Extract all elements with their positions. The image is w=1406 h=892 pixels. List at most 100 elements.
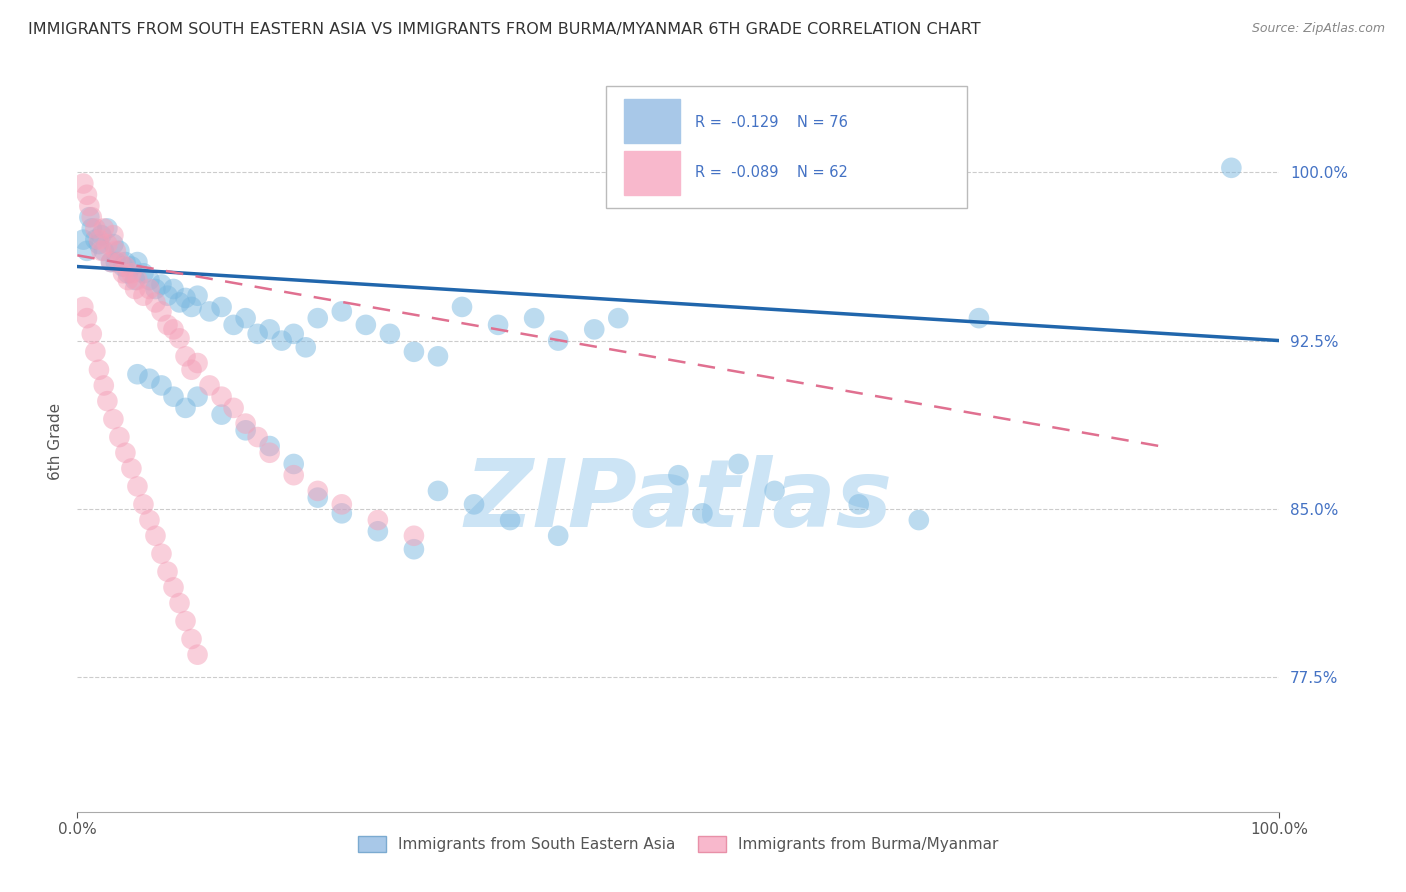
Point xyxy=(156,289,179,303)
Point xyxy=(174,349,197,363)
Point xyxy=(127,255,149,269)
Point xyxy=(162,390,184,404)
Point xyxy=(198,304,221,318)
Point xyxy=(222,318,245,332)
Point xyxy=(186,289,209,303)
Point xyxy=(307,483,329,498)
Point xyxy=(174,291,197,305)
Point xyxy=(93,221,115,235)
Point xyxy=(103,412,125,426)
Point xyxy=(145,529,167,543)
Point xyxy=(180,300,202,314)
Point xyxy=(222,401,245,415)
Point xyxy=(90,228,112,243)
Point xyxy=(451,300,474,314)
Point xyxy=(138,513,160,527)
Point xyxy=(259,439,281,453)
Point xyxy=(93,244,115,258)
Point xyxy=(486,318,509,332)
FancyBboxPatch shape xyxy=(624,151,679,194)
Point xyxy=(307,491,329,505)
Point xyxy=(138,282,160,296)
Point xyxy=(150,547,173,561)
Point xyxy=(235,417,257,431)
Point xyxy=(174,614,197,628)
Point xyxy=(848,497,870,511)
Point xyxy=(103,228,125,243)
Text: IMMIGRANTS FROM SOUTH EASTERN ASIA VS IMMIGRANTS FROM BURMA/MYANMAR 6TH GRADE CO: IMMIGRANTS FROM SOUTH EASTERN ASIA VS IM… xyxy=(28,22,981,37)
Point xyxy=(162,282,184,296)
Point xyxy=(117,266,139,280)
Point xyxy=(145,282,167,296)
Point xyxy=(692,506,714,520)
Point xyxy=(967,311,990,326)
Point xyxy=(908,513,931,527)
Point xyxy=(727,457,749,471)
Point xyxy=(499,513,522,527)
Point xyxy=(84,344,107,359)
Point xyxy=(120,266,142,280)
Point xyxy=(156,318,179,332)
Point xyxy=(100,255,122,269)
Point xyxy=(80,221,103,235)
Point xyxy=(150,304,173,318)
Point xyxy=(607,311,630,326)
Point xyxy=(156,565,179,579)
Point xyxy=(114,446,136,460)
Point xyxy=(100,255,122,269)
Point xyxy=(259,446,281,460)
Point xyxy=(96,221,118,235)
Point xyxy=(427,483,450,498)
Point xyxy=(547,334,569,348)
Point xyxy=(104,244,127,258)
Point xyxy=(127,479,149,493)
Point xyxy=(169,295,191,310)
Point xyxy=(367,524,389,539)
Point xyxy=(132,266,155,280)
Point xyxy=(354,318,377,332)
Legend: Immigrants from South Eastern Asia, Immigrants from Burma/Myanmar: Immigrants from South Eastern Asia, Immi… xyxy=(350,829,1007,860)
Point xyxy=(120,260,142,274)
Point xyxy=(270,334,292,348)
Point xyxy=(96,394,118,409)
Text: R =  -0.129    N = 76: R = -0.129 N = 76 xyxy=(695,114,848,129)
Point xyxy=(427,349,450,363)
Point xyxy=(169,331,191,345)
Point xyxy=(138,372,160,386)
Point xyxy=(330,506,353,520)
FancyBboxPatch shape xyxy=(606,87,967,209)
Point xyxy=(80,326,103,341)
Point xyxy=(84,233,107,247)
Point xyxy=(114,255,136,269)
Text: R =  -0.089    N = 62: R = -0.089 N = 62 xyxy=(695,165,848,180)
Point xyxy=(127,368,149,382)
Point xyxy=(259,322,281,336)
Point xyxy=(108,244,131,258)
Point xyxy=(246,326,269,341)
Point xyxy=(145,295,167,310)
Text: Source: ZipAtlas.com: Source: ZipAtlas.com xyxy=(1251,22,1385,36)
Point xyxy=(211,300,233,314)
Point xyxy=(87,233,110,247)
Point xyxy=(138,273,160,287)
Point xyxy=(174,401,197,415)
Point xyxy=(72,300,94,314)
Point xyxy=(330,304,353,318)
Point xyxy=(162,580,184,594)
Point xyxy=(523,311,546,326)
Point xyxy=(111,260,134,274)
Point xyxy=(124,273,146,287)
Point xyxy=(186,648,209,662)
Point xyxy=(117,273,139,287)
Point xyxy=(402,529,425,543)
Point xyxy=(127,273,149,287)
Point xyxy=(79,210,101,224)
Point xyxy=(235,311,257,326)
Point xyxy=(367,513,389,527)
Point xyxy=(283,457,305,471)
Point xyxy=(378,326,401,341)
Point xyxy=(72,177,94,191)
Point xyxy=(186,390,209,404)
Point xyxy=(180,632,202,646)
Point xyxy=(283,326,305,341)
